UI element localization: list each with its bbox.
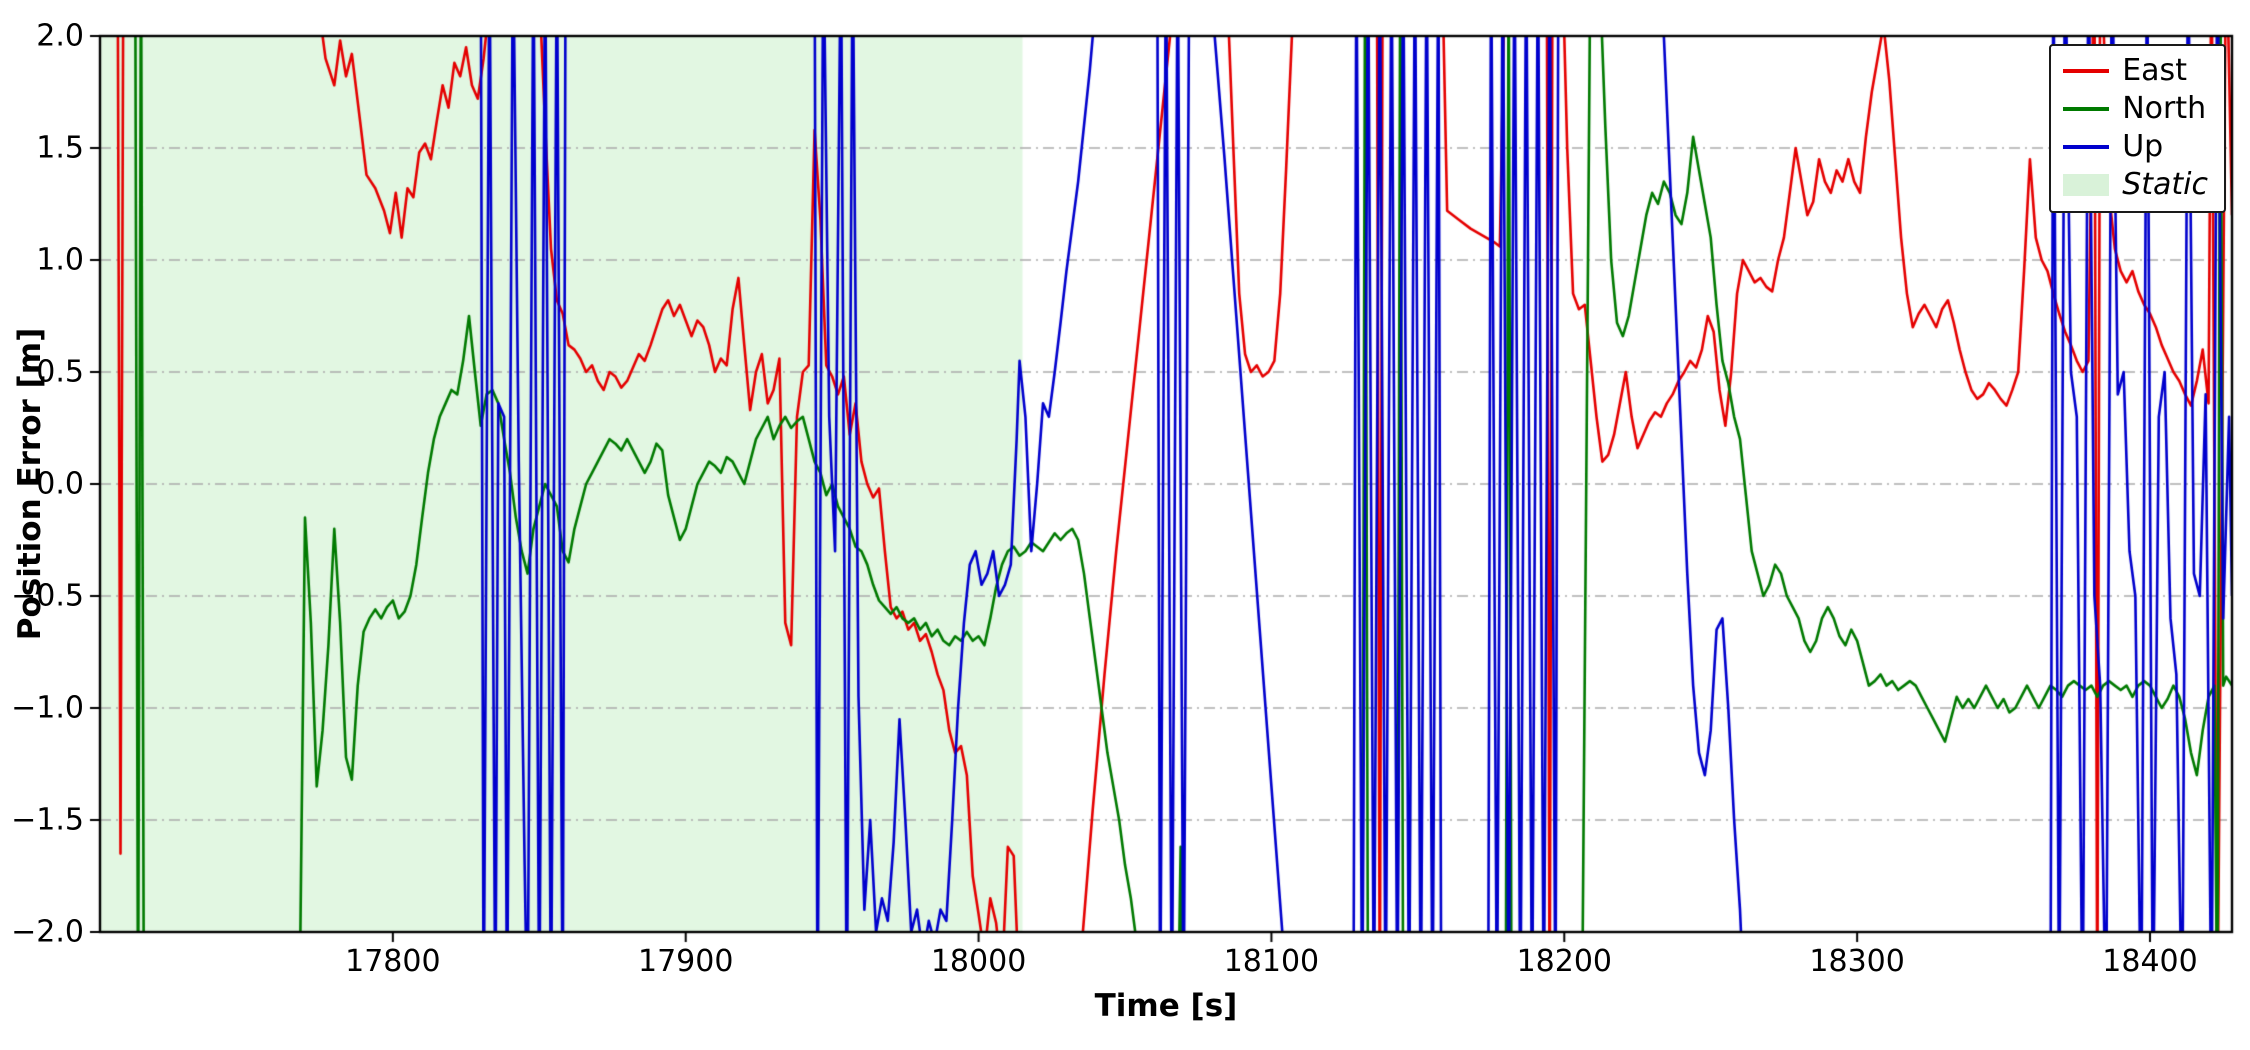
y-tick-label: −1.5: [11, 802, 84, 838]
legend-label: East: [2122, 52, 2187, 88]
x-tick-label: 18400: [2102, 944, 2198, 979]
legend-entry: Static: [2063, 166, 2208, 203]
legend-entry: North: [2063, 90, 2208, 127]
legend-entry: East: [2063, 52, 2208, 89]
legend-line-swatch: [2063, 106, 2110, 111]
legend-line-swatch: [2063, 144, 2110, 149]
y-tick-label: 0.0: [36, 466, 84, 502]
legend-label: North: [2122, 90, 2207, 126]
y-tick-label: 1.5: [36, 130, 84, 166]
x-tick-label: 18000: [930, 944, 1027, 979]
y-tick-label: −1.0: [11, 690, 84, 726]
y-tick-label: 0.5: [36, 354, 84, 390]
y-axis-label: Position Error [m]: [12, 327, 48, 641]
y-tick-label: −2.0: [11, 914, 84, 950]
legend-label: Static: [2122, 166, 2208, 202]
x-tick-label: 17800: [345, 944, 441, 979]
x-tick-label: 18200: [1516, 944, 1612, 979]
x-tick-label: 17900: [637, 944, 734, 979]
legend-patch-swatch: [2063, 173, 2110, 196]
y-tick-label: −0.5: [11, 578, 84, 614]
legend: East North Up Static: [2049, 44, 2226, 213]
y-tick-label: 1.0: [36, 242, 84, 278]
x-tick-label: 18300: [1809, 944, 1905, 979]
legend-label: Up: [2122, 128, 2164, 164]
x-tick-label: 18100: [1223, 944, 1320, 979]
y-tick-label: 2.0: [36, 18, 84, 54]
legend-line-swatch: [2063, 68, 2110, 73]
legend-entry: Up: [2063, 128, 2208, 165]
x-axis-label: Time [s]: [1094, 988, 1238, 1024]
